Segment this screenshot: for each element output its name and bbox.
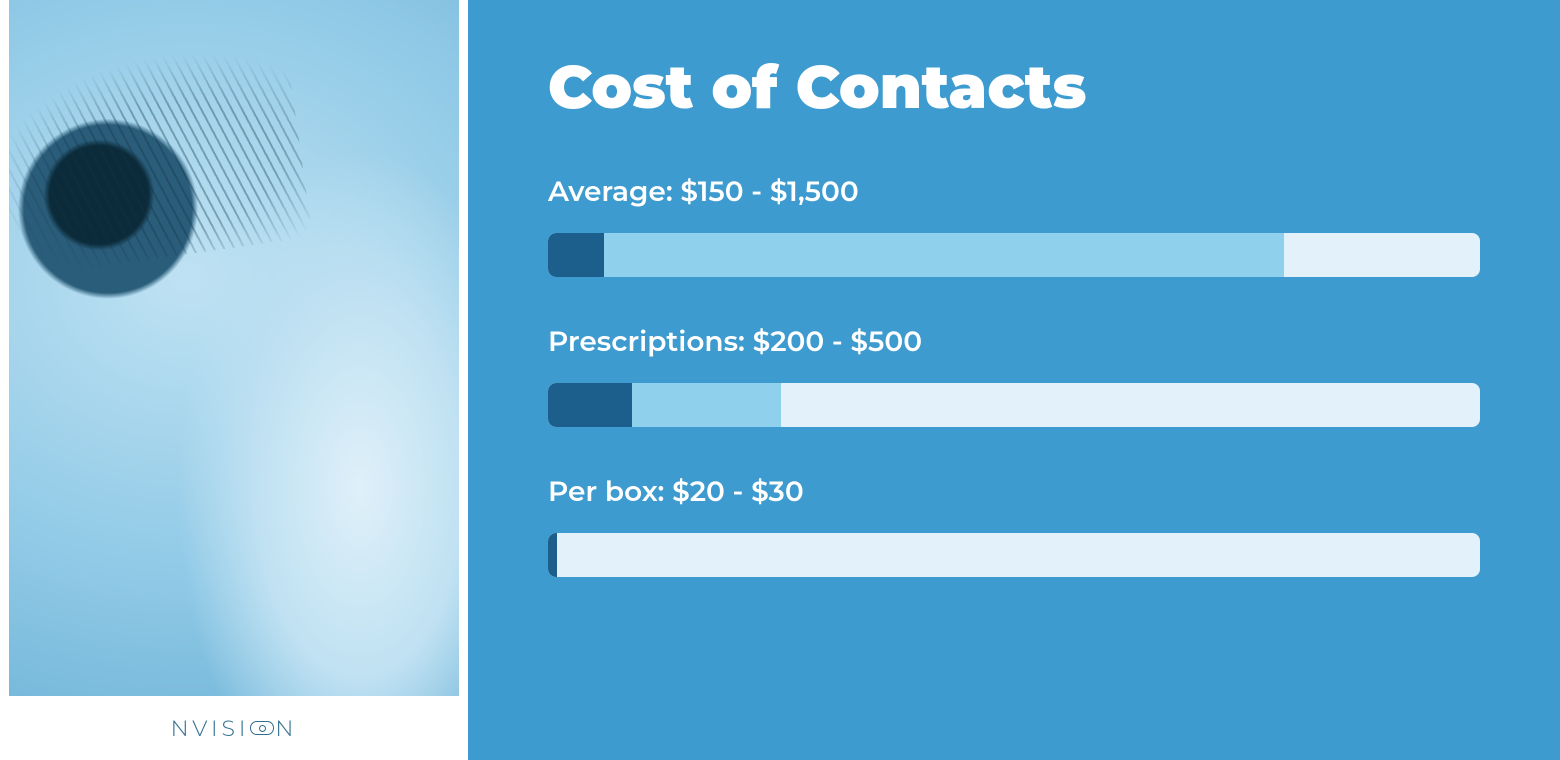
bar-range-low [548, 383, 632, 427]
bar-range-low [548, 233, 604, 277]
bar-row: Average: $150 - $1,500 [548, 175, 1480, 277]
logo-text-left: NVISI [171, 715, 250, 742]
bar-range-low [548, 533, 557, 577]
eye-contact-lens-photo [9, 0, 459, 696]
bar-row-label: Prescriptions: $200 - $500 [548, 325, 1480, 359]
bar-row-label: Per box: $20 - $30 [548, 475, 1480, 509]
bar-row: Prescriptions: $200 - $500 [548, 325, 1480, 427]
logo-eye-icon [250, 721, 274, 735]
bar-track [548, 383, 1480, 427]
bar-range-high [548, 233, 1284, 277]
bar-track [548, 533, 1480, 577]
left-panel: NVISI N [0, 0, 468, 760]
bar-row: Per box: $20 - $30 [548, 475, 1480, 577]
nvision-logo: NVISI N [171, 715, 298, 742]
bar-track [548, 233, 1480, 277]
bar-row-label: Average: $150 - $1,500 [548, 175, 1480, 209]
infographic-title: Cost of Contacts [548, 56, 1480, 119]
logo-text-right: N [275, 715, 297, 742]
logo-strip: NVISI N [0, 696, 468, 760]
bar-rows-container: Average: $150 - $1,500 Prescriptions: $20… [548, 175, 1480, 577]
right-panel: Cost of Contacts Average: $150 - $1,500 P… [468, 0, 1560, 760]
